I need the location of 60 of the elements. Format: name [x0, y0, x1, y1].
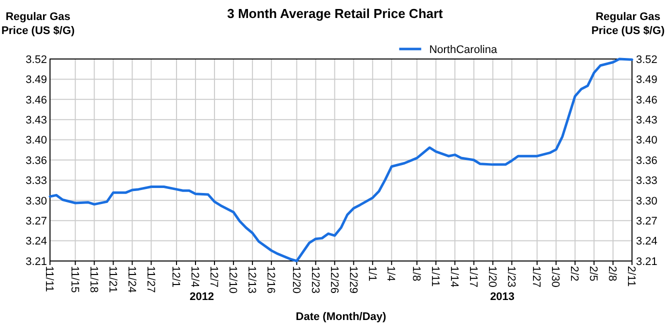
x-tick-label: 1/14	[448, 266, 460, 288]
y2-tick-label: 3.27	[636, 215, 658, 228]
y-tick-label: 3.36	[26, 154, 47, 167]
y-axis-title: Regular Gas Price (US $/G)	[1, 11, 76, 37]
x-tick-label: 11/11	[43, 266, 56, 292]
x-tick-label: 12/13	[246, 266, 258, 294]
y-tick-label: 3.49	[26, 74, 47, 86]
x-axis-title: Date (Month/Day)	[296, 311, 387, 323]
x-tick-label: 1/11	[429, 266, 442, 287]
y-tick-label: 3.27	[26, 215, 47, 228]
legend-label: NorthCarolina	[429, 44, 498, 56]
x-tick-label: 11/24	[125, 266, 138, 293]
x-tick-label: 11/15	[68, 266, 80, 293]
x-tick-label: 12/4	[188, 266, 201, 288]
y2-tick-label: 3.52	[636, 54, 658, 66]
text: 2012	[190, 291, 214, 303]
x-tick-label: 1/20	[486, 266, 498, 288]
y2-tick-label: 3.36	[636, 154, 658, 167]
line-series	[48, 58, 634, 262]
y-tick-label: 3.33	[26, 175, 47, 188]
x-tick-label: 12/10	[226, 266, 239, 294]
x-tick-label: 2/11	[625, 266, 638, 287]
x-tick-label: 12/29	[346, 266, 359, 294]
y2-axis-title: Regular Gas Price (US $/G)	[591, 11, 666, 37]
x-tick-label: 1/27	[530, 266, 542, 288]
text: 2013	[490, 291, 515, 303]
x-tick-label: 11/18	[87, 266, 100, 293]
x-tick-label: 1/17	[467, 266, 479, 288]
x-tick-label: 11/27	[144, 266, 156, 293]
y-tick-label: 3.43	[26, 114, 47, 126]
x-tick-label: 1/4	[384, 266, 397, 282]
x-tick-label: 1/1	[366, 266, 378, 282]
y-tick-label: 3.52	[26, 54, 47, 66]
y2-tick-label: 3.49	[636, 74, 658, 86]
y-tick-label: 3.30	[26, 195, 47, 208]
y2-tick-label: 3.30	[636, 195, 658, 208]
x-tick-label: 12/23	[308, 266, 321, 294]
x-tick-label: 1/8	[410, 266, 422, 282]
x-tick-label: 1/30	[549, 266, 562, 288]
x-tick-label: 2/8	[606, 266, 618, 282]
y2-tick-label: 3.24	[636, 236, 658, 248]
y-tick-label: 3.24	[26, 236, 47, 248]
x-tick-label: 12/7	[208, 266, 220, 288]
chart-title: 3 Month Average Retail Price Chart	[227, 6, 444, 21]
y-tick-label: 3.40	[26, 134, 47, 147]
y2-tick-label: 3.43	[636, 114, 658, 126]
y2-tick-label: 3.21	[636, 256, 658, 268]
x-tick-label: 12/20	[290, 266, 302, 294]
x-tick-label: 2/5	[587, 266, 600, 282]
y-tick-label: 3.46	[26, 94, 47, 106]
x-tick-label: 12/26	[328, 266, 340, 294]
y2-tick-label: 3.46	[636, 94, 658, 106]
x-tick-label: 2/2	[568, 266, 580, 282]
y2-tick-label: 3.33	[636, 175, 658, 188]
x-tick-label: 1/23	[504, 266, 517, 288]
y2-tick-label: 3.40	[636, 134, 658, 147]
x-tick-label: 12/16	[264, 266, 277, 294]
x-tick-label: 11/21	[106, 266, 118, 293]
x-tick-label: 12/1	[170, 266, 182, 288]
y-tick-label: 3.21	[26, 256, 47, 268]
